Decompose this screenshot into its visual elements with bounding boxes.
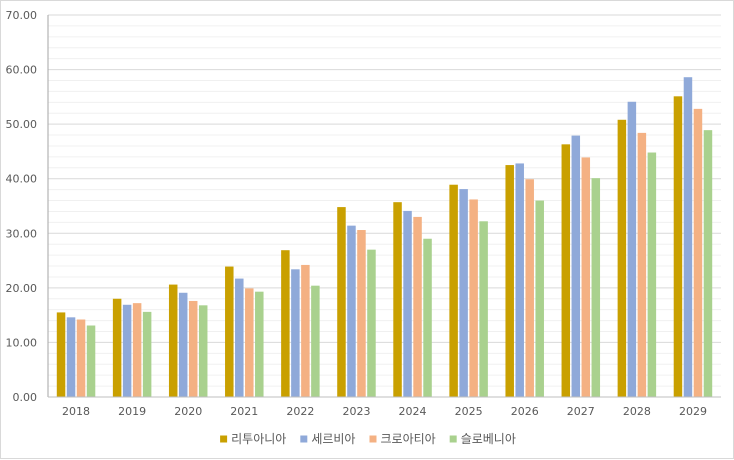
bar xyxy=(357,230,366,397)
bar xyxy=(367,249,376,397)
bar xyxy=(449,184,458,397)
y-tick-label: 40.00 xyxy=(6,173,38,186)
x-tick-label: 2021 xyxy=(230,405,258,418)
legend-label: 리투아니아 xyxy=(231,432,286,446)
x-tick-label: 2028 xyxy=(623,405,651,418)
bar xyxy=(479,221,488,397)
bars xyxy=(56,77,713,398)
bar xyxy=(122,304,132,397)
legend-swatch xyxy=(220,435,228,443)
bar xyxy=(281,250,290,397)
bar xyxy=(168,284,178,397)
bar xyxy=(403,210,412,397)
bar xyxy=(561,144,571,397)
x-tick-label: 2022 xyxy=(286,405,314,418)
legend-item: 세르비아 xyxy=(300,432,355,446)
gridlines xyxy=(48,14,721,387)
legend-label: 세르비아 xyxy=(311,432,355,446)
y-tick-label: 0.00 xyxy=(13,391,38,404)
legend-item: 크로아티아 xyxy=(369,432,436,446)
y-tick-label: 50.00 xyxy=(6,118,38,131)
bar xyxy=(535,200,544,397)
x-tick-label: 2024 xyxy=(399,405,427,418)
bar xyxy=(132,303,142,397)
bar xyxy=(225,266,234,397)
x-tick-label: 2029 xyxy=(679,405,707,418)
bar xyxy=(56,312,66,397)
bar xyxy=(459,189,468,397)
bar xyxy=(591,178,601,397)
bar xyxy=(683,77,693,397)
legend: 리투아니아 세르비아 크로아티아 슬로베니아 xyxy=(220,432,516,446)
bar xyxy=(245,288,254,397)
bar xyxy=(393,202,402,397)
x-tick-label: 2026 xyxy=(511,405,539,418)
bar xyxy=(178,292,188,397)
bar xyxy=(311,285,320,397)
bar xyxy=(86,325,96,397)
bar xyxy=(617,119,627,397)
x-tick-label: 2027 xyxy=(567,405,595,418)
bar xyxy=(301,264,310,397)
legend-swatch xyxy=(369,435,377,443)
bar xyxy=(76,319,86,397)
bar xyxy=(66,317,76,397)
x-tick-label: 2018 xyxy=(62,405,90,418)
bar xyxy=(337,207,346,397)
legend-label: 슬로베니아 xyxy=(461,432,516,446)
x-tick-label: 2023 xyxy=(342,405,370,418)
bar xyxy=(413,216,422,397)
legend-label: 크로아티아 xyxy=(380,432,435,446)
legend-item: 리투아니아 xyxy=(220,432,286,446)
bar xyxy=(647,152,657,397)
bar xyxy=(423,238,432,397)
x-tick-label: 2020 xyxy=(174,405,202,418)
bar xyxy=(142,311,152,397)
x-tick-label: 2019 xyxy=(118,405,146,418)
legend-item: 슬로베니아 xyxy=(449,432,516,446)
bar xyxy=(673,96,683,397)
bar xyxy=(188,300,198,397)
bar xyxy=(235,278,244,397)
bar xyxy=(571,135,581,398)
bar xyxy=(627,101,637,398)
bar xyxy=(198,305,208,397)
bar xyxy=(637,132,647,398)
y-tick-label: 70.00 xyxy=(6,9,38,22)
y-tick-label: 20.00 xyxy=(6,282,38,295)
legend-swatch xyxy=(300,435,308,443)
y-tick-label: 60.00 xyxy=(6,64,38,77)
y-tick-label: 30.00 xyxy=(6,227,38,240)
bar xyxy=(112,298,122,397)
bar xyxy=(505,165,514,397)
bar xyxy=(525,179,534,397)
bar xyxy=(347,225,356,397)
bar xyxy=(693,108,703,397)
bar xyxy=(255,291,264,397)
y-tick-label: 10.00 xyxy=(6,336,38,349)
legend-swatch xyxy=(449,435,457,443)
bar xyxy=(703,130,713,397)
x-tick-label: 2025 xyxy=(455,405,483,418)
bar xyxy=(291,269,300,397)
bar xyxy=(515,163,524,397)
axes: 0.00 10.00 20.00 30.00 40.00 50.00 60.00 70.00 2… xyxy=(6,9,721,418)
bar xyxy=(469,199,478,397)
bar xyxy=(581,157,591,397)
